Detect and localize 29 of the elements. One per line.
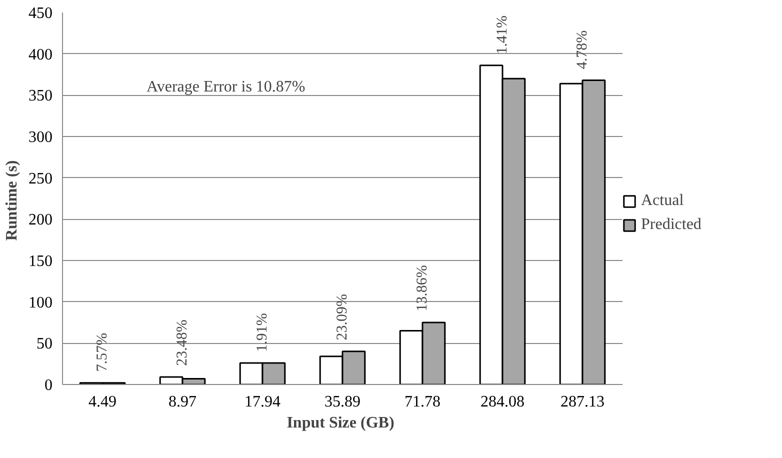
y-tick-label: 0 — [44, 377, 52, 394]
x-tick-label: 17.94 — [244, 394, 280, 410]
x-axis-title: Input Size (GB) — [286, 414, 394, 432]
y-tick-label: 150 — [28, 253, 52, 270]
x-tick-label: 287.13 — [560, 394, 604, 410]
x-tick-label: 8.97 — [168, 394, 196, 410]
annotation: 13.86% — [414, 265, 430, 312]
y-tick-label: 100 — [28, 294, 52, 312]
annotation: 7.57% — [94, 332, 110, 372]
y-tick-label: 50 — [36, 336, 52, 353]
legend-label: Actual — [641, 192, 684, 210]
annotation: 23.48% — [174, 320, 190, 366]
x-tick-label: 35.89 — [324, 394, 360, 410]
y-tick-label: 350 — [28, 88, 52, 105]
annotation: 1.41% — [494, 15, 510, 54]
annotation: 1.91% — [254, 313, 270, 352]
annotation: 4.78% — [574, 30, 590, 70]
y-tick-label: 200 — [28, 212, 52, 229]
legend-label: Predicted — [641, 216, 702, 234]
y-tick-label: 250 — [28, 170, 52, 188]
annotation: 23.09% — [334, 294, 350, 340]
x-tick-label: 284.08 — [480, 394, 524, 410]
y-tick-label: 300 — [28, 129, 52, 146]
annotation: Average Error is 10.87% — [146, 78, 306, 96]
x-tick-label: 4.49 — [88, 394, 116, 410]
y-tick-label: 400 — [28, 46, 52, 64]
y-tick-label: 450 — [28, 5, 52, 22]
y-axis-title: Runtime (s) — [4, 160, 20, 241]
x-tick-label: 71.78 — [404, 394, 440, 410]
